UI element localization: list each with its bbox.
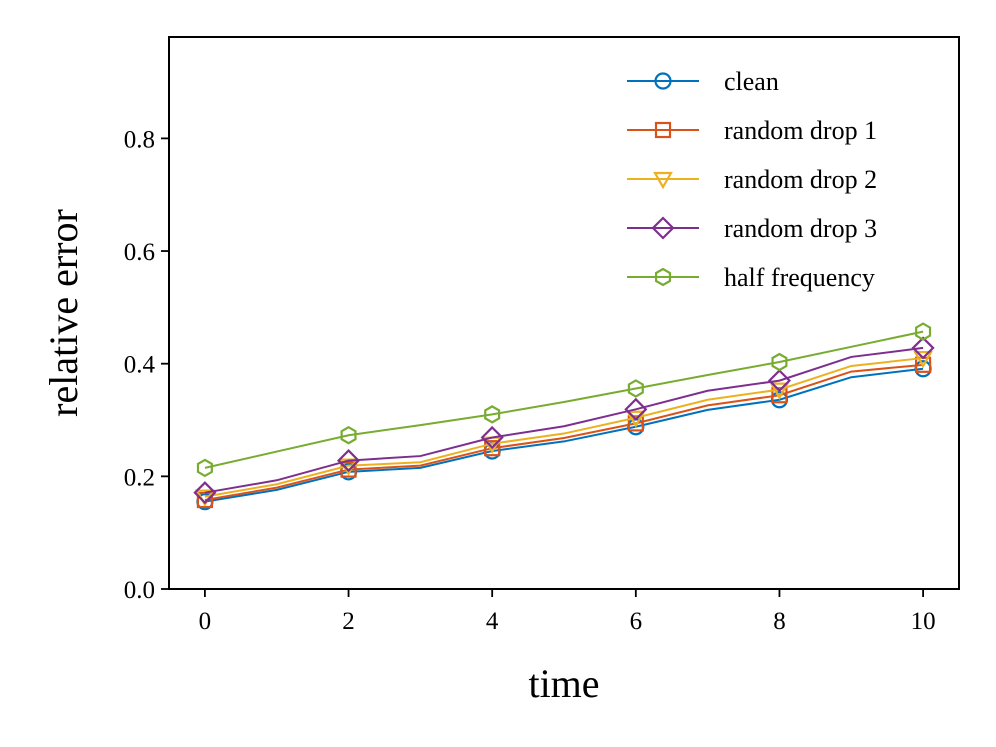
data-point [911,336,935,360]
x-tick-label: 0 [199,608,212,635]
series-clean [196,360,932,511]
legend-label: random drop 1 [724,116,877,145]
legend-entry: half frequency [627,263,875,292]
data-point [624,397,648,421]
legend-marker [654,121,672,139]
legend-label: random drop 3 [724,214,877,243]
legend-entry: random drop 3 [627,214,877,243]
legend-entry: clean [627,67,779,96]
legend-label: random drop 2 [724,165,877,194]
series-random-drop-3 [193,336,935,505]
series-half-frequency [196,322,932,478]
data-point [915,322,932,341]
data-point [627,415,644,432]
y-tick-label: 0.8 [124,126,155,153]
data-point [484,405,501,424]
y-tick-label: 0.0 [124,577,155,604]
data-point [767,369,792,393]
series-line [204,346,924,494]
series-line [204,357,924,498]
data-point [913,350,933,369]
data-point [625,410,646,428]
data-point [484,440,501,457]
series-line [204,367,924,503]
y-tick-label: 0.2 [124,464,155,491]
series-line [204,330,924,469]
data-point [627,379,644,398]
legend: clean random drop 1 random drop 2 random dr… [627,67,877,292]
legend-label: clean [724,67,779,96]
y-axis: 0.0 0.2 0.4 0.6 0.8 [124,126,169,604]
y-tick-label: 0.4 [124,352,156,379]
x-axis: 0 2 4 6 8 10 [199,589,936,635]
legend-label: half frequency [724,263,875,292]
x-tick-label: 4 [486,608,499,635]
data-point [480,425,504,450]
legend-marker [654,72,672,90]
legend-marker [653,171,673,190]
data-point [193,481,217,505]
data-point [340,425,357,445]
legend-entry: random drop 2 [627,165,877,194]
x-tick-label: 2 [342,608,355,635]
x-tick-label: 8 [773,608,786,635]
data-point [769,382,790,400]
series-layer [193,322,935,511]
legend-marker [654,267,672,287]
data-point [771,352,788,372]
x-axis-label: time [528,661,599,706]
data-point [336,449,361,473]
data-point [340,461,357,478]
series-line [204,363,924,501]
y-tick-label: 0.6 [124,239,155,266]
data-point [771,387,788,404]
y-axis-label: relative error [41,209,86,417]
plot-frame [168,36,960,590]
data-point [196,458,213,478]
data-point [196,491,214,509]
legend-entry: random drop 1 [627,116,877,145]
x-tick-label: 6 [630,608,643,635]
legend-marker [651,216,675,240]
series-random-drop-1 [196,356,932,509]
x-tick-label: 10 [911,608,936,635]
